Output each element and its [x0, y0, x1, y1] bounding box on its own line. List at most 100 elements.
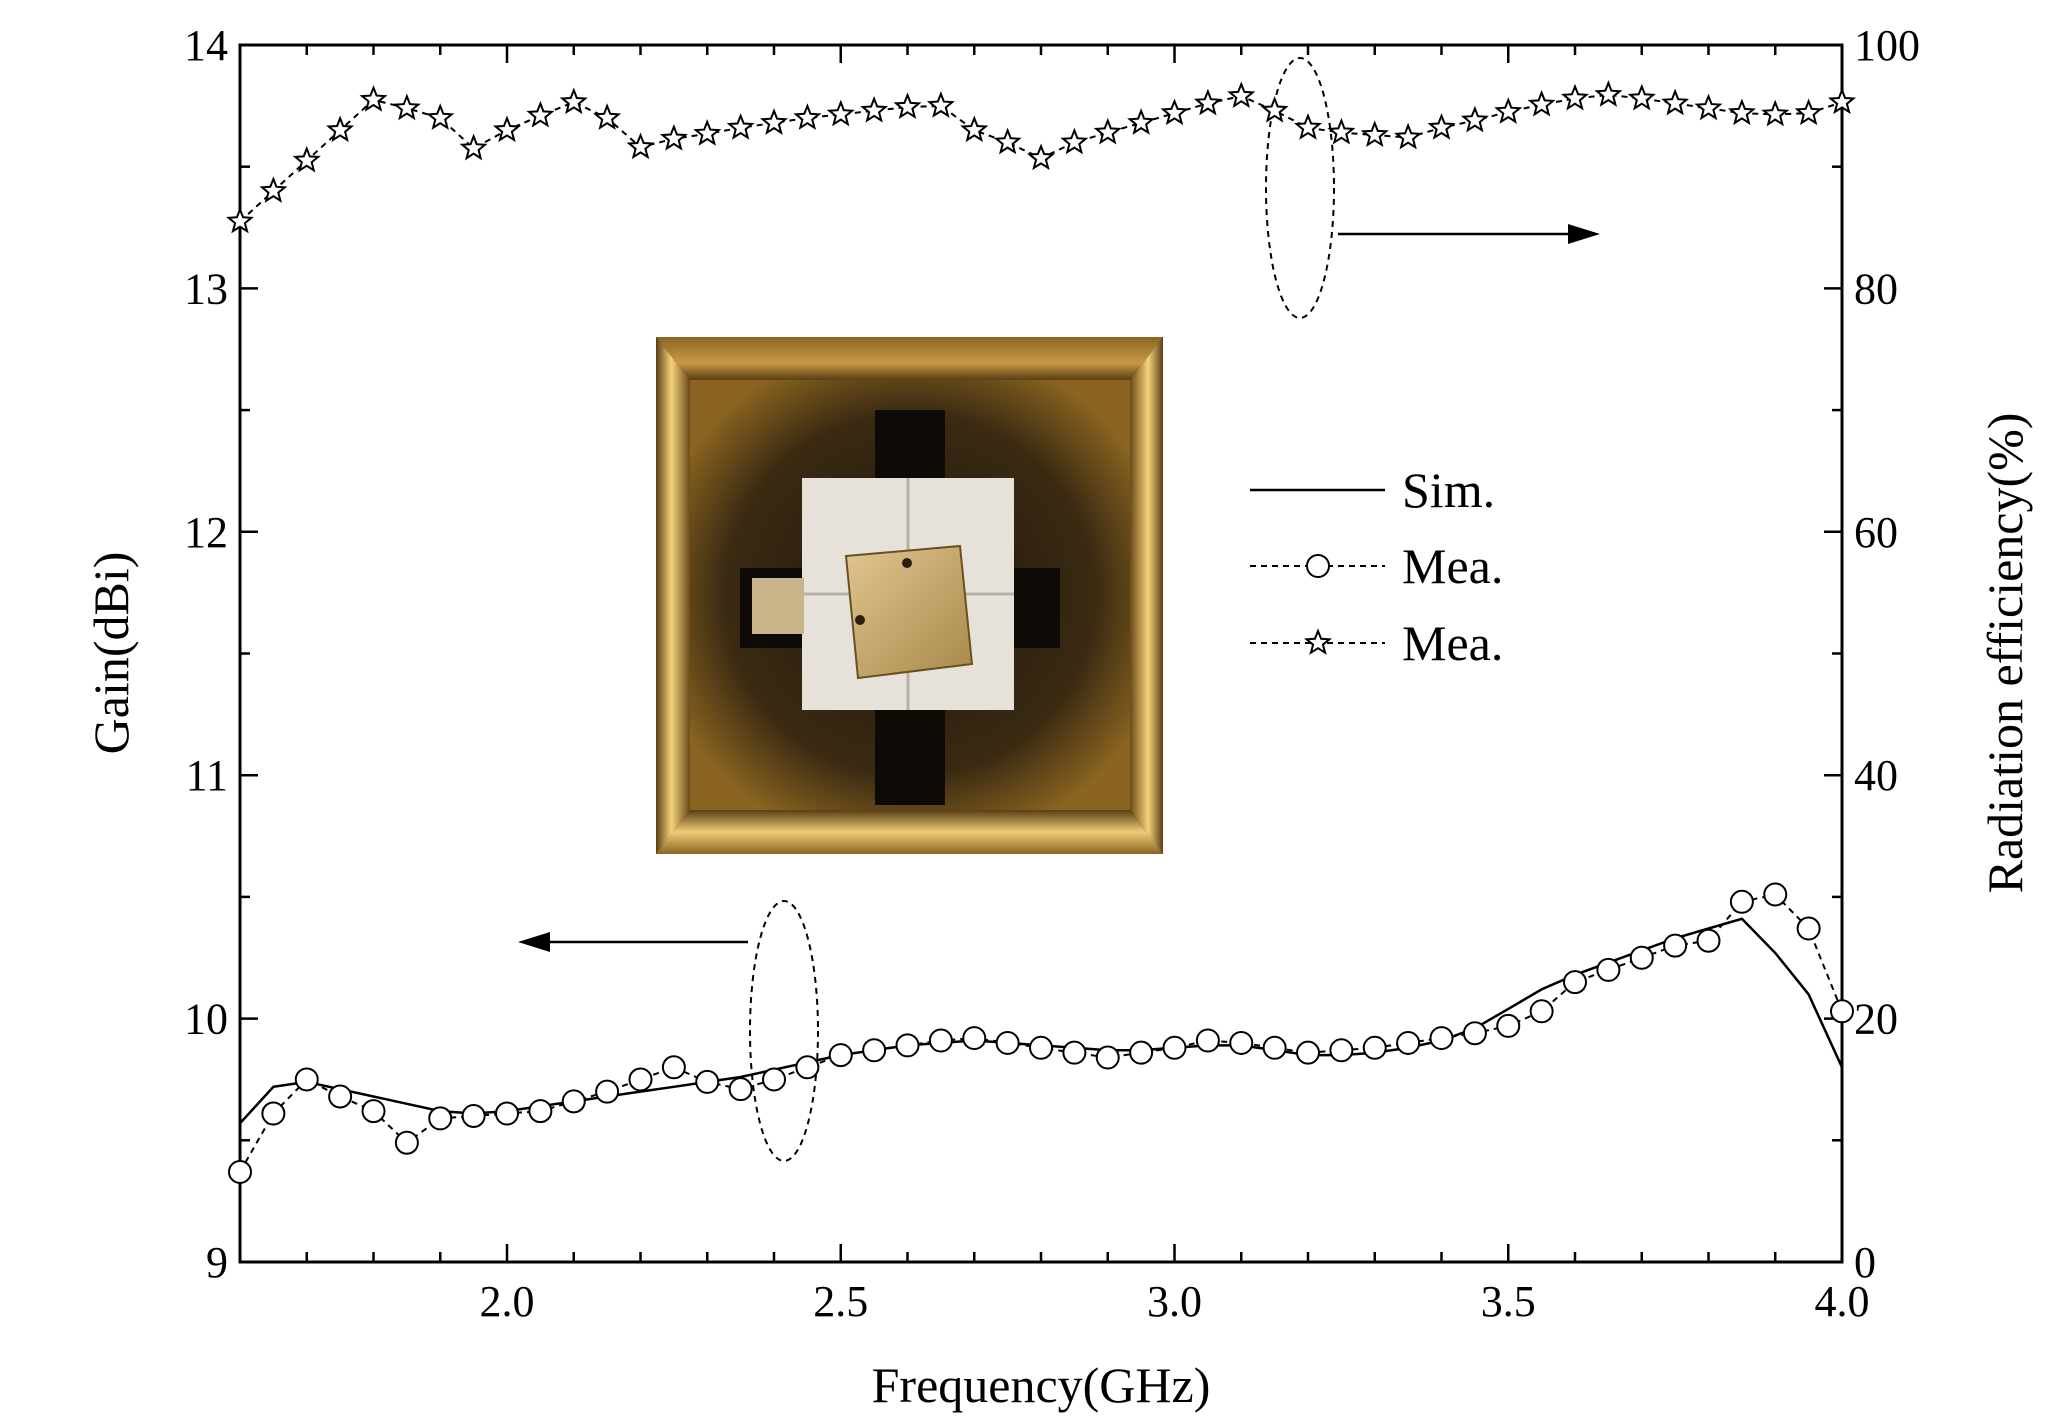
legend-label-mea-star: Mea. — [1402, 615, 1503, 671]
data-point-star — [1794, 98, 1823, 126]
data-point-circle — [1062, 1040, 1087, 1065]
data-point-star — [1827, 87, 1857, 115]
series-layer — [225, 80, 1857, 1184]
inset-photo — [656, 337, 1163, 854]
data-point-star — [793, 103, 822, 130]
data-point-circle — [995, 1030, 1020, 1055]
data-point-circle — [795, 1055, 820, 1080]
data-point-star — [1394, 122, 1423, 150]
data-point-circle — [1029, 1035, 1053, 1060]
data-point-circle — [762, 1067, 786, 1092]
axis-tick-labels: 2.0 2.5 3.0 3.5 4.0 9 10 11 12 13 14 0 20 40 60 80 100 — [184, 21, 1920, 1326]
data-point-star — [225, 206, 255, 234]
data-point-star — [1026, 143, 1056, 171]
legend-label-sim: Sim. — [1402, 462, 1495, 518]
y-axis-left-title: Gain(dBi) — [83, 552, 139, 755]
x-tick-label: 2.5 — [813, 1277, 868, 1326]
data-point-star — [893, 92, 922, 120]
data-point-circle — [828, 1043, 853, 1068]
data-point-star — [626, 132, 655, 160]
y-left-tick-label: 9 — [206, 1238, 228, 1287]
data-point-circle — [1129, 1040, 1154, 1065]
data-point-star — [1227, 81, 1256, 109]
data-point-circle — [1262, 1035, 1287, 1060]
y-right-tick-label: 80 — [1854, 264, 1898, 313]
x-tick-label: 3.5 — [1481, 1277, 1536, 1326]
data-point-star — [326, 115, 355, 143]
data-point-star — [759, 108, 789, 135]
axis-ticks — [238, 43, 1844, 1264]
data-point-circle — [661, 1055, 686, 1080]
y-right-tick-label: 0 — [1854, 1238, 1876, 1287]
data-point-star — [1060, 127, 1089, 155]
x-tick-label: 3.0 — [1147, 1277, 1202, 1326]
data-point-circle — [461, 1103, 486, 1128]
data-point-star — [1160, 98, 1189, 126]
data-point-circle — [862, 1038, 887, 1063]
x-tick-label: 2.0 — [480, 1277, 535, 1326]
y-left-tick-label: 14 — [184, 21, 228, 70]
data-point-star — [1527, 89, 1556, 117]
data-point-circle — [695, 1069, 720, 1094]
y-right-tick-label: 60 — [1854, 508, 1898, 557]
y-left-tick-label: 10 — [184, 995, 228, 1044]
annotation-left — [518, 900, 819, 1162]
data-point-circle — [895, 1033, 920, 1058]
data-point-star — [559, 87, 588, 115]
data-point-circle — [1796, 916, 1821, 941]
data-point-circle — [294, 1067, 319, 1092]
data-point-star — [693, 119, 722, 146]
data-point-star — [259, 176, 288, 203]
y-axis-right-title: Radiation efficiency(%) — [1977, 413, 2033, 894]
data-point-circle — [962, 1026, 987, 1051]
data-point-circle — [1729, 889, 1754, 914]
y-right-tick-label: 20 — [1854, 995, 1898, 1044]
data-point-circle — [1462, 1021, 1487, 1046]
data-point-circle — [561, 1089, 586, 1114]
data-point-circle — [928, 1028, 953, 1053]
data-point-circle — [595, 1079, 620, 1104]
data-point-circle — [1396, 1030, 1421, 1055]
data-point-circle — [394, 1130, 419, 1155]
y-right-tick-label: 100 — [1854, 21, 1920, 70]
data-point-star — [1360, 120, 1389, 148]
data-point-circle — [1195, 1028, 1220, 1053]
y-left-tick-label: 11 — [186, 751, 228, 800]
data-point-circle — [1830, 999, 1854, 1024]
data-point-star — [726, 113, 755, 140]
data-point-star — [359, 85, 388, 112]
data-point-circle — [628, 1067, 653, 1092]
data-point-star — [459, 133, 488, 161]
data-point-circle — [428, 1106, 453, 1131]
x-axis-title: Frequency(GHz) — [872, 1357, 1211, 1413]
data-point-star — [1727, 98, 1756, 126]
data-point-circle — [1629, 945, 1654, 970]
data-point-circle — [361, 1099, 386, 1124]
data-point-star — [1694, 93, 1723, 121]
data-point-circle — [495, 1101, 519, 1126]
data-point-star — [1193, 88, 1222, 116]
data-point-star — [926, 91, 955, 118]
legend: Sim. Mea. Mea. — [1250, 462, 1503, 671]
data-point-star — [1294, 113, 1322, 140]
data-point-circle — [1563, 970, 1587, 995]
data-point-star — [826, 99, 855, 127]
series-line-0 — [239, 917, 1844, 1125]
y-left-tick-label: 12 — [184, 508, 228, 557]
data-point-star — [1327, 117, 1356, 145]
data-point-circle — [1696, 928, 1721, 953]
data-point-star — [1127, 108, 1156, 135]
data-point-circle — [1763, 882, 1788, 907]
data-point-star — [392, 93, 421, 121]
x-tick-label: 4.0 — [1815, 1277, 1870, 1326]
data-point-star — [526, 100, 555, 128]
data-point-circle — [1596, 957, 1621, 982]
data-point-circle — [1362, 1035, 1387, 1060]
data-point-star — [860, 95, 889, 123]
y-right-tick-label: 40 — [1854, 751, 1898, 800]
data-point-circle — [528, 1099, 553, 1124]
data-point-star — [593, 103, 622, 130]
data-point-circle — [261, 1101, 286, 1126]
data-point-circle — [1296, 1040, 1320, 1065]
